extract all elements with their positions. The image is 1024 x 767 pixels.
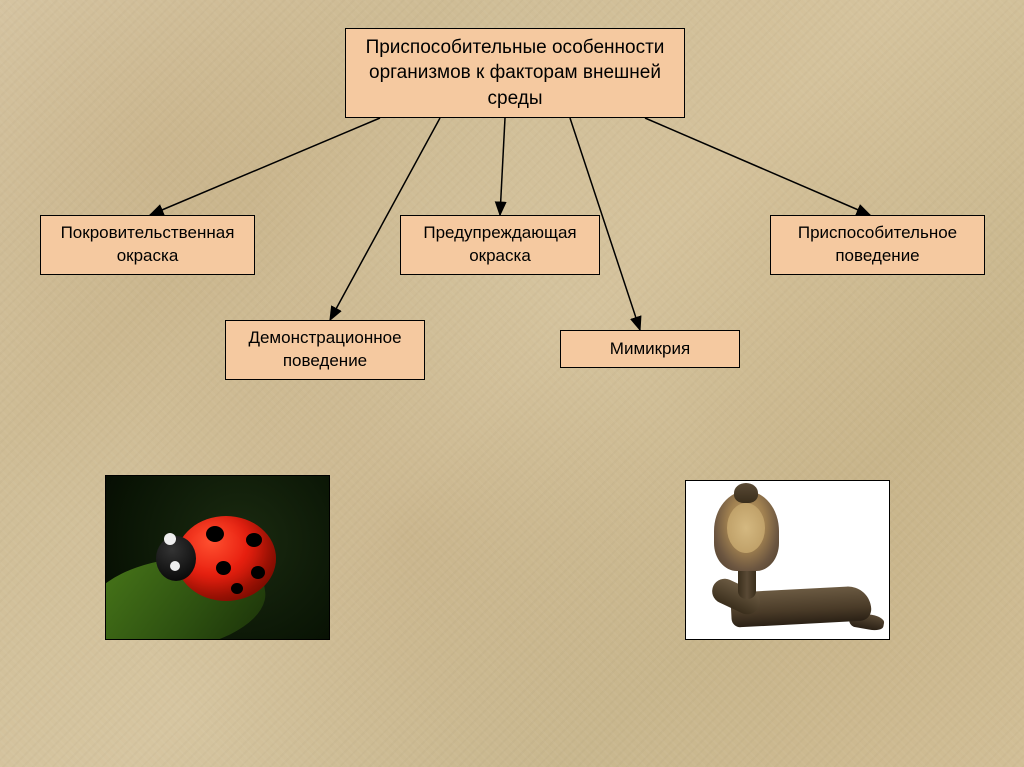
image-ladybug <box>105 475 330 640</box>
cobra-illustration <box>686 481 889 639</box>
child-node-demonstrative-behavior: Демонстрационное поведение <box>225 320 425 380</box>
node-label: Демонстрационное поведение <box>236 327 414 373</box>
node-label: Приспособительное поведение <box>781 222 974 268</box>
node-label: Предупреждающая окраска <box>411 222 589 268</box>
image-cobra <box>685 480 890 640</box>
child-node-protective-coloration: Покровительственная окраска <box>40 215 255 275</box>
root-node: Приспособительные особенности организмов… <box>345 28 685 118</box>
child-node-warning-coloration: Предупреждающая окраска <box>400 215 600 275</box>
node-label: Покровительственная окраска <box>51 222 244 268</box>
child-node-mimicry: Мимикрия <box>560 330 740 368</box>
node-label: Мимикрия <box>610 338 690 361</box>
child-node-adaptive-behavior: Приспособительное поведение <box>770 215 985 275</box>
root-node-text: Приспособительные особенности организмов… <box>356 35 674 112</box>
ladybug-illustration <box>106 476 329 639</box>
